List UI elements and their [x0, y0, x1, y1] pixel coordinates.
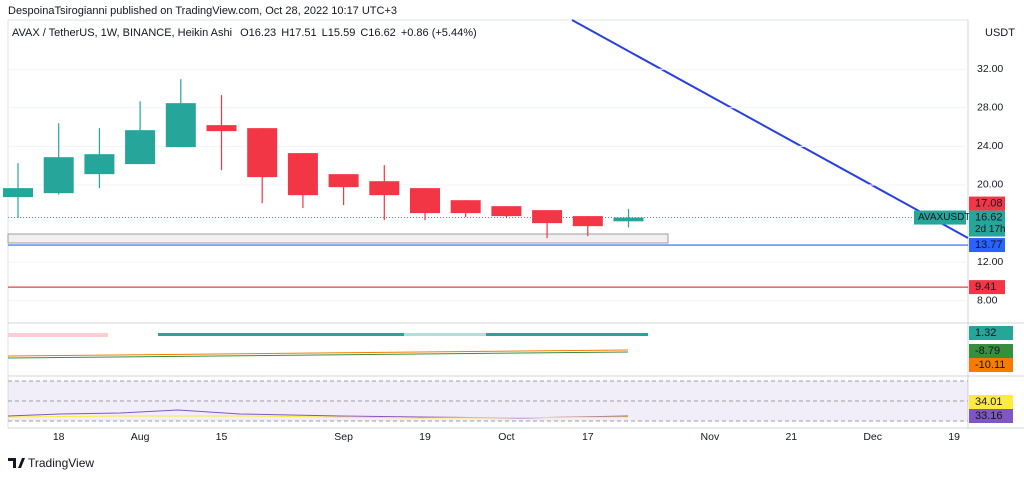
indicator-label: 33.16	[975, 410, 1003, 422]
axis-unit: USDT	[985, 27, 1015, 39]
indicator-label: 1.32	[975, 327, 996, 339]
candle-body	[165, 103, 196, 148]
legend-value: O16.23	[240, 27, 276, 39]
x-tick-label: 19	[948, 431, 960, 443]
histogram-bar	[158, 333, 648, 336]
y-tick-label: 28.00	[977, 102, 1003, 114]
x-tick-label: 21	[785, 431, 797, 443]
legend-value: C16.62	[360, 27, 395, 39]
candle-body	[532, 210, 563, 224]
y-tick-label: 32.00	[977, 63, 1003, 75]
indicator-label: -8.79	[975, 345, 1000, 357]
x-tick-label: Nov	[701, 431, 720, 443]
x-tick-label: Oct	[498, 431, 514, 443]
x-tick-label: Dec	[863, 431, 882, 443]
symbol-badge	[914, 210, 966, 225]
price-axis: 8.00 12.00 20.00 24.00 28.00 32.00 18 Aug 15 Sep 1…	[53, 63, 1004, 443]
candle-body	[572, 216, 603, 227]
y-tick-label: 20.00	[977, 179, 1003, 191]
price-level-badge	[969, 280, 1005, 295]
indicator-label: 34.01	[975, 396, 1003, 408]
publisher-header: DespoinaTsirogianni published on Trading…	[8, 5, 397, 17]
y-tick-label: 8.00	[977, 294, 998, 306]
candle-body	[410, 188, 440, 214]
chart-frame	[7, 19, 969, 429]
indicator-badge	[969, 326, 1013, 340]
candle-body	[3, 188, 33, 198]
last-price-label: 16.62	[975, 211, 1003, 223]
rsi-ma-line	[7, 415, 629, 419]
chart-title: AVAX / TetherUS, 1W, BINANCE, Heikin Ash…	[12, 27, 232, 39]
oscillator-line	[7, 349, 629, 357]
logo-icon	[8, 458, 25, 468]
symbol-label: AVAXUSDT	[918, 212, 970, 223]
y-tick-label: 12.00	[977, 256, 1003, 268]
x-tick-label: 18	[53, 431, 65, 443]
indicator-badge	[969, 344, 1013, 358]
candle-body	[328, 174, 359, 188]
footer-brand: TradingView	[28, 456, 94, 470]
candle-body	[450, 200, 481, 214]
histogram-bar	[404, 333, 486, 336]
price-level-label: 9.41	[975, 281, 996, 293]
legend-value: H17.51	[281, 27, 316, 39]
trend-line	[571, 19, 969, 239]
x-tick-label: 17	[582, 431, 594, 443]
price-level-badge	[969, 238, 1005, 253]
legend-value: L15.59	[322, 27, 356, 39]
candle-body	[247, 128, 278, 178]
candle-body	[206, 125, 237, 132]
x-tick-label: Sep	[334, 431, 353, 443]
indicator-badge	[969, 409, 1013, 423]
price-marker-label: 17.08	[975, 197, 1003, 209]
candle-body	[84, 154, 115, 175]
candle-body	[613, 217, 644, 222]
y-tick-label: 24.00	[977, 140, 1003, 152]
x-tick-label: 19	[419, 431, 431, 443]
countdown-label: 2d 17h	[975, 224, 1006, 235]
candle-body	[43, 157, 74, 194]
candle-body	[287, 153, 318, 196]
price-level-label: 13.77	[975, 239, 1003, 251]
x-tick-label: 15	[216, 431, 228, 443]
last-price-badge	[969, 210, 1005, 237]
oscillator-line	[7, 351, 629, 359]
histogram-bar	[8, 333, 108, 337]
indicator-badge	[969, 358, 1013, 372]
indicator-label: -10.11	[975, 359, 1005, 371]
legend-value: +0.86 (+5.44%)	[401, 27, 477, 39]
candle-body	[369, 181, 400, 196]
range-box	[7, 233, 669, 244]
price-marker-badge	[969, 196, 1005, 211]
candle-body	[491, 206, 522, 217]
indicator-badge	[969, 395, 1013, 409]
candle-body	[125, 130, 156, 165]
x-tick-label: Aug	[131, 431, 150, 443]
